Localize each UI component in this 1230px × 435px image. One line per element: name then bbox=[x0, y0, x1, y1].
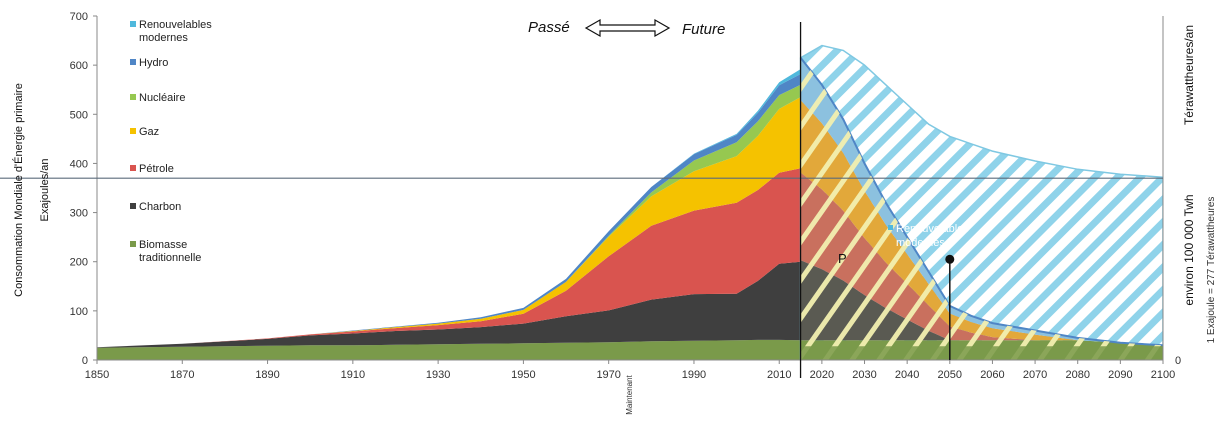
future-renewables-label-1: Renouvelables bbox=[896, 223, 969, 235]
y-left-label-1: Consommation Mondiale d'Énergie primaire bbox=[12, 83, 25, 297]
right-note: environ 100 000 Twh bbox=[1182, 194, 1196, 305]
future-biomass-strip bbox=[800, 346, 1163, 360]
x-tick-label-future: 2080 bbox=[1065, 369, 1089, 381]
legend-swatch bbox=[130, 165, 136, 171]
legend-label: Renouvelables bbox=[139, 19, 212, 31]
x-tick-label-future: 2060 bbox=[980, 369, 1004, 381]
x-tick-label: 1910 bbox=[341, 369, 365, 381]
legend-swatch bbox=[130, 59, 136, 65]
y-left-label-2: Exajoules/an bbox=[39, 159, 51, 222]
past-future-arrow-icon bbox=[584, 18, 671, 38]
x-tick-label: 1870 bbox=[170, 369, 194, 381]
y-tick-label: 100 bbox=[70, 306, 88, 318]
legend-label: Pétrole bbox=[139, 163, 174, 175]
legend-label: Gaz bbox=[139, 126, 159, 138]
area-biomasse-traditionnelle bbox=[97, 339, 801, 360]
past-label: Passé bbox=[528, 19, 570, 36]
y-tick-label: 0 bbox=[82, 355, 88, 367]
x-tick-label: 1890 bbox=[255, 369, 279, 381]
x-tick-label-future: 2100 bbox=[1151, 369, 1175, 381]
future-fossil-hatch bbox=[800, 57, 1163, 360]
legend-label: Hydro bbox=[139, 57, 168, 69]
x-tick-label: 1850 bbox=[85, 369, 109, 381]
stacked-areas bbox=[97, 69, 801, 360]
y-tick-label: 200 bbox=[70, 257, 88, 269]
x-tick-label-future: 2040 bbox=[895, 369, 919, 381]
point-p-marker bbox=[945, 254, 955, 264]
x-tick-label: 1930 bbox=[426, 369, 450, 381]
y-right-tick-label: 0 bbox=[1175, 355, 1181, 367]
legend-swatch bbox=[130, 21, 136, 27]
conversion-note: 1 Exajoule = 277 Térawattheures bbox=[1206, 197, 1217, 344]
legend-label: Nucléaire bbox=[139, 92, 185, 104]
y-tick-label: 700 bbox=[70, 11, 88, 23]
legend-swatch bbox=[130, 241, 136, 247]
area-p-trole bbox=[97, 168, 801, 348]
legend-label-line2: modernes bbox=[139, 32, 188, 44]
axes: 0 100 200 300 400 500 600 700 0 1850 1870 1890 1910 1… bbox=[0, 11, 1181, 381]
legend-label-line2: traditionnelle bbox=[139, 252, 201, 264]
x-tick-label-future: 2020 bbox=[810, 369, 834, 381]
x-tick-label: 1950 bbox=[511, 369, 535, 381]
y-right-label: Térawattheures/an bbox=[1182, 25, 1196, 125]
x-tick-label-future: 2090 bbox=[1108, 369, 1132, 381]
legend-label: Biomasse bbox=[139, 239, 187, 251]
future-renewables-swatch bbox=[888, 225, 893, 230]
point-p-label: P bbox=[838, 251, 847, 266]
x-tick-label-future: 2050 bbox=[938, 369, 962, 381]
y-tick-label: 500 bbox=[70, 109, 88, 121]
future-renewables-label-2: modernes bbox=[896, 237, 945, 249]
future-label: Future bbox=[682, 21, 725, 38]
legend-label: Charbon bbox=[139, 201, 181, 213]
y-tick-label: 300 bbox=[70, 208, 88, 220]
area-charbon bbox=[97, 261, 801, 348]
area-gaz bbox=[97, 97, 801, 348]
now-label: Maintenant bbox=[625, 374, 634, 414]
future-scenario bbox=[799, 44, 1163, 360]
x-tick-label: 1970 bbox=[596, 369, 620, 381]
legend-swatch bbox=[130, 94, 136, 100]
legend-swatch bbox=[130, 128, 136, 134]
y-tick-label: 600 bbox=[70, 60, 88, 72]
annotations: Passé Future Renouvelables modernes P Co… bbox=[12, 18, 1217, 415]
y-tick-label: 400 bbox=[70, 158, 88, 170]
x-tick-label-future: 2070 bbox=[1023, 369, 1047, 381]
x-tick-label: 2010 bbox=[767, 369, 791, 381]
x-tick-label-future: 2030 bbox=[852, 369, 876, 381]
x-tick-label: 1990 bbox=[682, 369, 706, 381]
legend-swatch bbox=[130, 203, 136, 209]
